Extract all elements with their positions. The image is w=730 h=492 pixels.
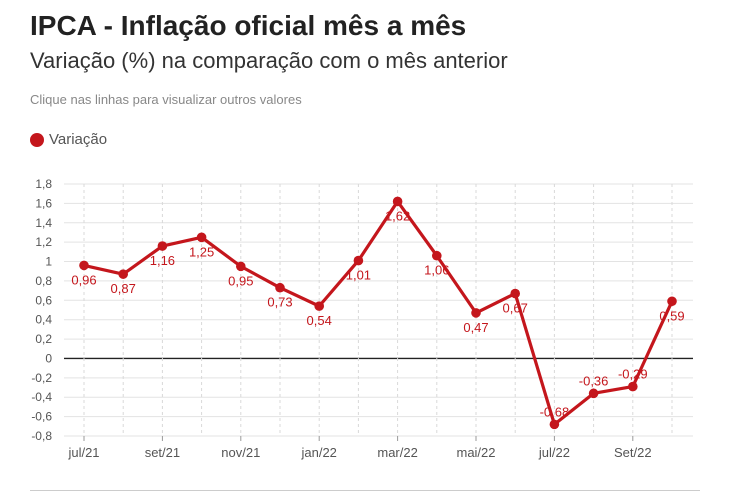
chart-hint: Clique nas linhas para visualizar outros… [30, 92, 302, 107]
data-label: -0,29 [618, 367, 648, 382]
y-tick-label: 0,6 [35, 293, 52, 307]
data-point [157, 241, 168, 251]
data-label: 0,54 [307, 313, 332, 328]
data-label: -0,36 [579, 373, 609, 388]
data-point [118, 269, 128, 279]
data-label: 1,25 [189, 244, 214, 259]
data-point [314, 301, 325, 311]
x-tick-label: set/21 [145, 445, 180, 460]
x-tick-label: jan/22 [300, 445, 336, 460]
data-label: 1,16 [150, 253, 175, 268]
y-tick-label: 1,2 [35, 235, 52, 249]
x-tick-label: jul/21 [67, 445, 99, 460]
data-label: 0,47 [463, 320, 488, 335]
series-line-variacao [82, 199, 674, 426]
data-label: 0,87 [111, 281, 136, 296]
data-point [392, 196, 403, 207]
data-label: 0,95 [228, 273, 253, 288]
data-point [667, 296, 677, 307]
data-point [79, 260, 89, 271]
data-label: 1,62 [385, 208, 410, 223]
x-tick-label: jul/22 [538, 445, 570, 460]
x-tick-label: mar/22 [377, 445, 417, 460]
data-point [432, 250, 442, 261]
data-label: -0,68 [540, 404, 570, 419]
data-point [275, 282, 285, 293]
data-point [236, 261, 246, 272]
y-tick-label: 0,4 [35, 313, 52, 327]
data-label: 0,96 [71, 272, 96, 287]
chart-title: IPCA - Inflação oficial mês a mês [30, 10, 467, 41]
legend-marker-icon [30, 132, 44, 147]
x-tick-label: nov/21 [221, 445, 260, 460]
data-point [628, 381, 638, 392]
y-tick-label: -0,6 [31, 410, 52, 424]
data-point [549, 419, 560, 430]
data-label: 1,06 [424, 263, 449, 278]
data-label: 0,67 [503, 301, 528, 316]
y-tick-label: 1 [45, 255, 52, 269]
x-tick-label: Set/22 [614, 445, 652, 460]
data-label: 1,01 [346, 268, 371, 283]
x-tick-label: mai/22 [456, 445, 495, 460]
y-tick-label: 0 [45, 351, 52, 365]
data-point [196, 232, 207, 243]
data-label: 0,73 [267, 295, 292, 310]
y-tick-label: 0,8 [35, 274, 52, 288]
data-point [588, 388, 599, 399]
chart-subtitle: Variação (%) na comparação com o mês ant… [30, 48, 508, 73]
data-label: 0,59 [659, 308, 684, 323]
data-point [510, 288, 520, 299]
y-tick-label: 0,2 [35, 332, 52, 346]
y-tick-label: 1,4 [35, 216, 52, 230]
y-tick-label: -0,4 [31, 390, 52, 404]
bottom-divider [30, 490, 700, 491]
legend-label: Variação [49, 131, 108, 148]
line-chart[interactable]: 1,8 1,6 1,4 1,2 1 0,8 0,6 0,4 0,2 0 -0,2 -0,4 -0,6 -0… [0, 165, 730, 465]
data-point [353, 255, 364, 266]
y-tick-label: 1,6 [35, 196, 52, 210]
y-tick-label: -0,2 [31, 371, 52, 385]
y-tick-label: -0,8 [31, 429, 52, 443]
y-tick-label: 1,8 [35, 177, 52, 191]
data-point [471, 308, 481, 318]
legend-item-variacao[interactable]: Variação [30, 131, 107, 148]
